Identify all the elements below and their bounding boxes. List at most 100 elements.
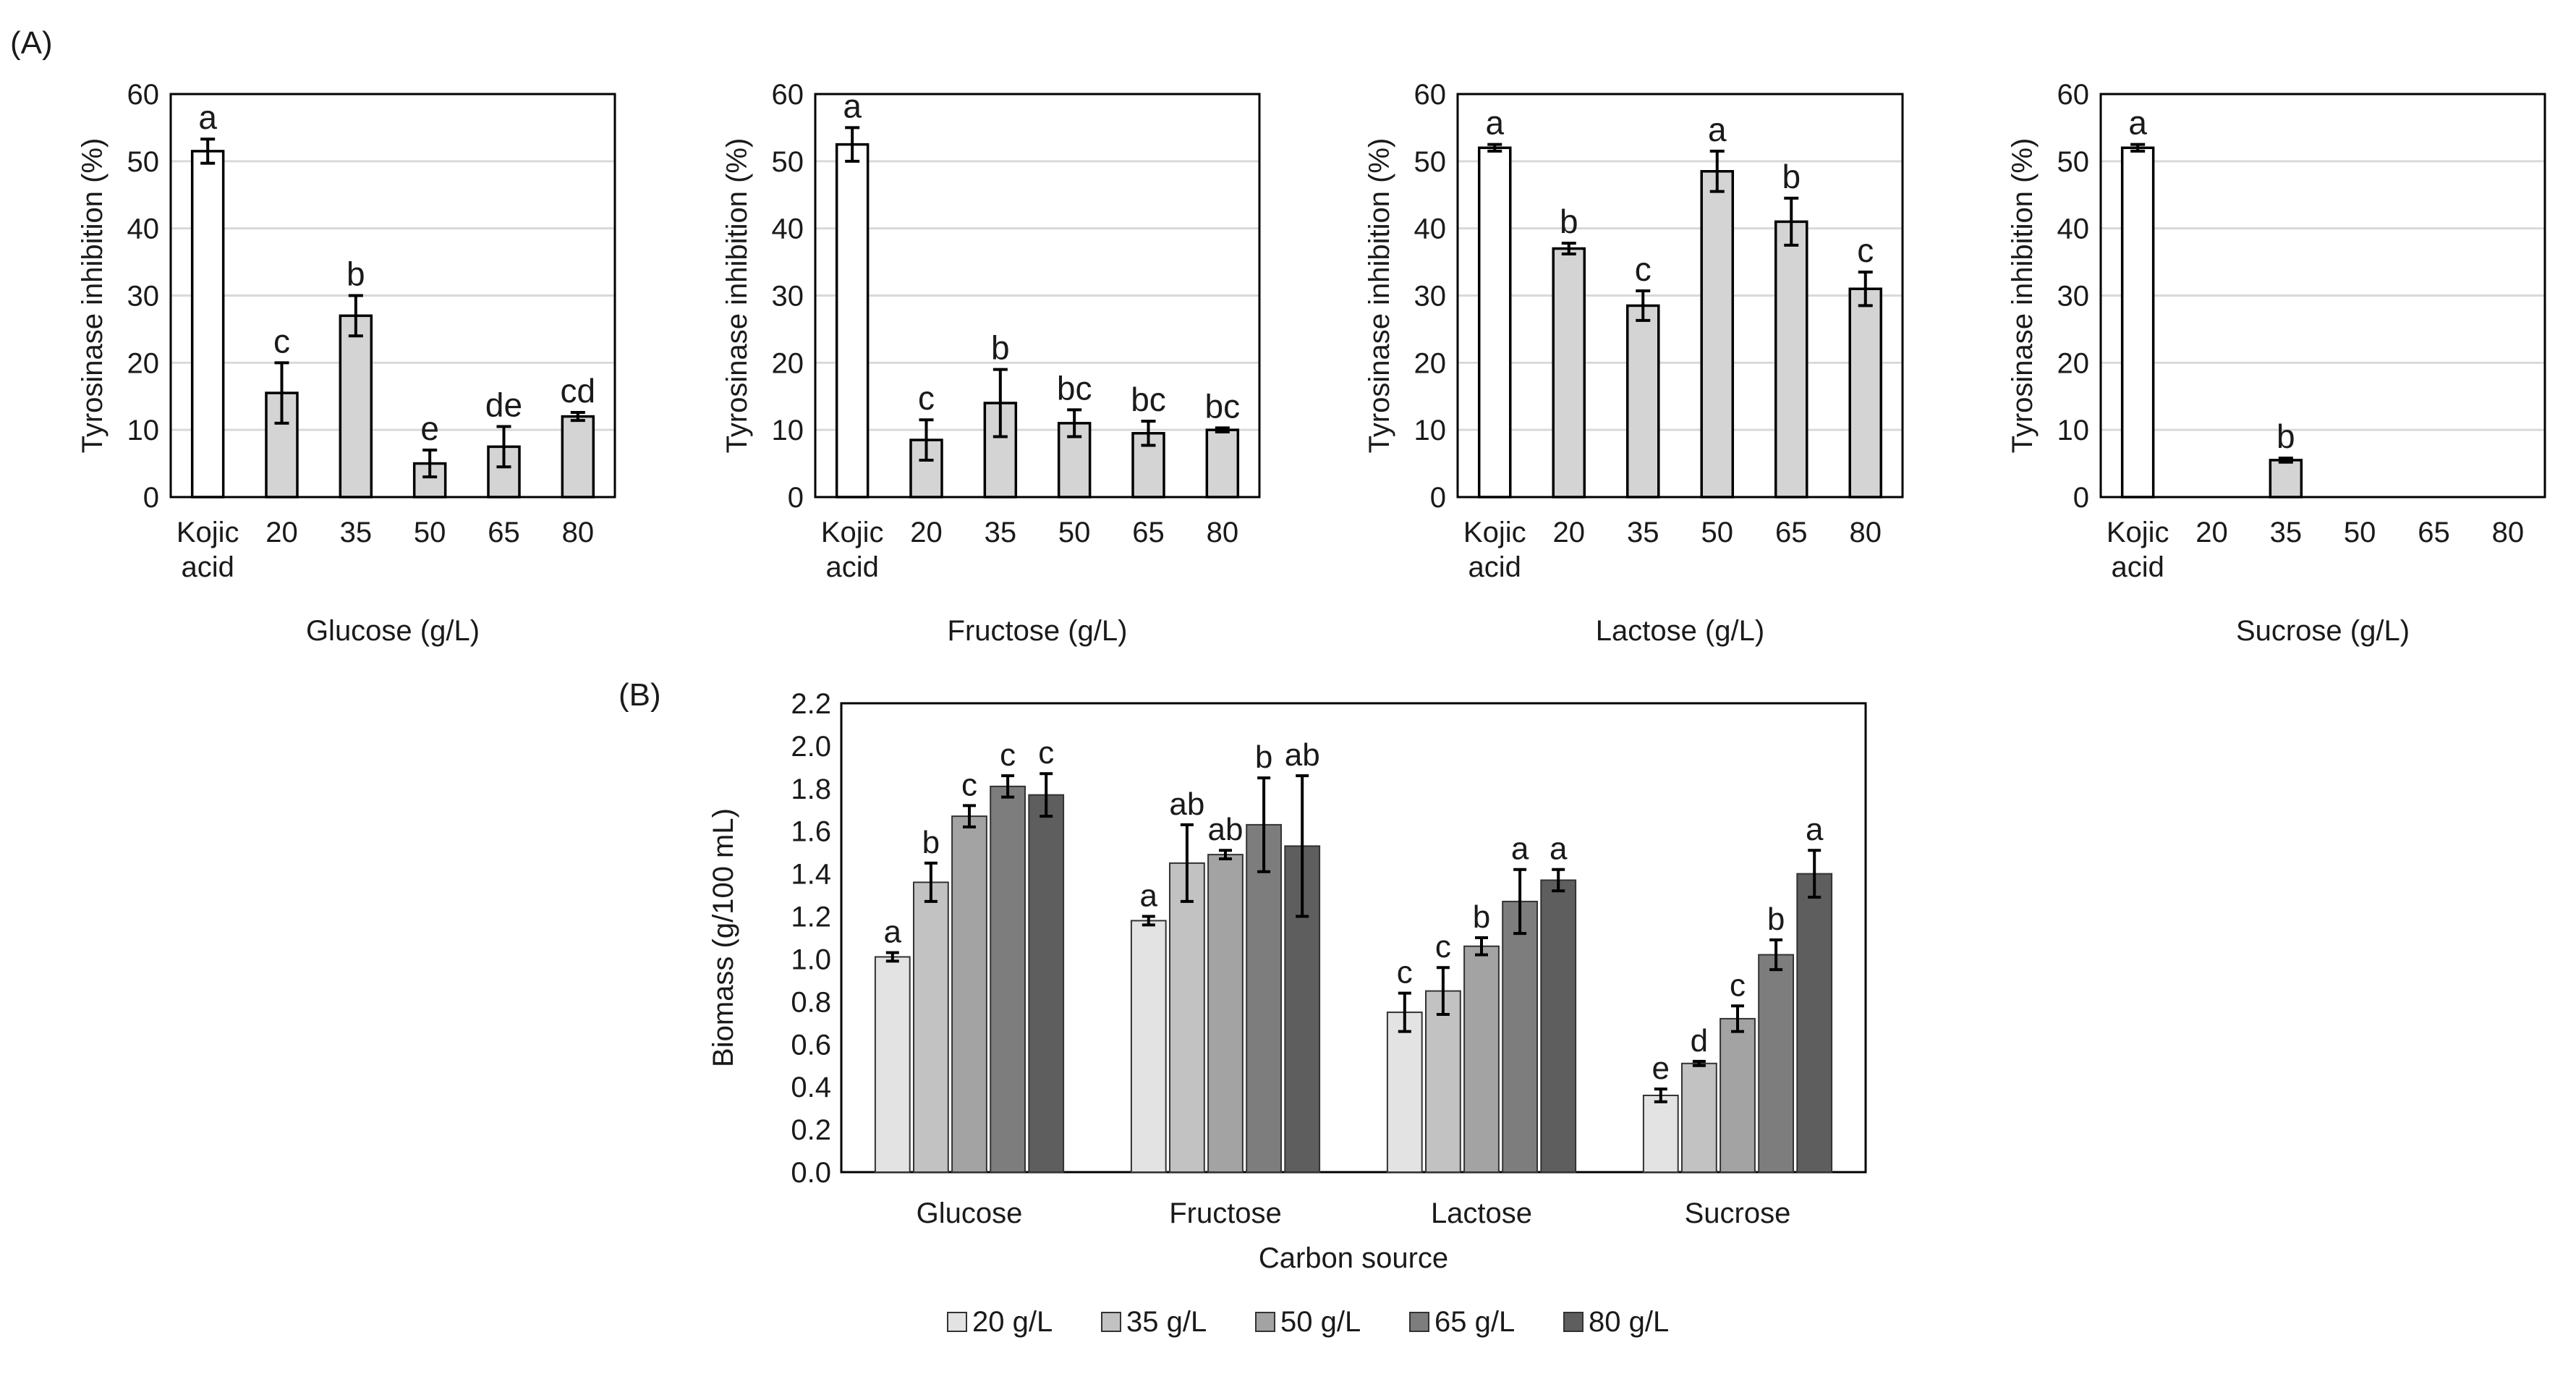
x-axis-label: Sucrose (g/L) <box>2236 615 2410 647</box>
significance-letter: b <box>1560 203 1578 240</box>
x-tick-label: 20 <box>1553 517 1586 548</box>
bar <box>874 956 911 1173</box>
significance-letter: c <box>273 322 290 360</box>
x-axis-label: Fructose (g/L) <box>948 615 1128 647</box>
x-tick-label: acid <box>181 551 234 583</box>
significance-letter: c <box>1435 929 1451 964</box>
panel-label-a: (A) <box>10 25 53 61</box>
bar <box>1425 990 1461 1173</box>
biomass-chart: 0.0 0.2 0.4 0.6 0.8 1.0 1.2 1.4 1.6 1.8 2.0 2.2 Biom… <box>707 688 1867 1338</box>
significance-letter: a <box>843 87 862 124</box>
y-tick-label: 50 <box>2057 146 2090 178</box>
significance-letter: a <box>1550 831 1568 867</box>
y-tick-label: 0 <box>2073 482 2089 514</box>
significance-letter: bc <box>1057 369 1092 407</box>
x-tick-label: 80 <box>1850 517 1882 548</box>
significance-letter: ab <box>1169 786 1204 822</box>
y-tick-label: 1.0 <box>791 943 831 975</box>
y-tick-label: 60 <box>2057 79 2090 111</box>
y-tick-label: 30 <box>772 281 804 313</box>
x-tick-label: Lactose <box>1431 1197 1532 1229</box>
significance-letter: c <box>1635 250 1652 288</box>
y-tick-label: 0.8 <box>791 986 831 1018</box>
x-tick-label: 50 <box>1701 517 1734 548</box>
significance-letter: ab <box>1208 812 1244 847</box>
significance-letter: b <box>991 329 1010 367</box>
x-tick-label: 65 <box>2418 517 2450 548</box>
bar <box>913 881 949 1174</box>
significance-letter: b <box>1473 899 1490 935</box>
legend-swatch <box>1563 1312 1584 1332</box>
bar <box>1477 146 1512 499</box>
legend-label: 50 g/L <box>1280 1306 1361 1338</box>
plot-frame <box>840 702 1867 1174</box>
bar <box>1502 900 1538 1173</box>
significance-letter: cd <box>561 372 596 410</box>
significance-letter: a <box>884 915 902 950</box>
significance-letter: c <box>1000 737 1016 773</box>
significance-letter: a <box>198 98 217 136</box>
bar <box>1796 873 1833 1173</box>
bar <box>339 314 373 499</box>
y-tick-label: 40 <box>127 213 160 245</box>
legend-swatch <box>1101 1312 1121 1332</box>
bar <box>1130 920 1167 1174</box>
bar <box>561 415 595 499</box>
y-axis-label: Biomass (g/100 mL) <box>707 808 739 1067</box>
significance-letter: bc <box>1131 381 1166 418</box>
bar <box>1848 287 1883 499</box>
significance-letter: de <box>485 386 522 424</box>
panel-label-b: (B) <box>619 677 661 713</box>
bar <box>1681 1062 1717 1174</box>
legend-label: 80 g/L <box>1589 1306 1669 1338</box>
significance-letter: a <box>1806 812 1824 847</box>
y-tick-label: 10 <box>2057 415 2090 446</box>
y-tick-label: 1.4 <box>791 859 831 891</box>
y-tick-label: 0.4 <box>791 1072 831 1103</box>
y-tick-label: 0 <box>143 482 159 514</box>
significance-letter: c <box>1857 232 1874 269</box>
y-tick-label: 40 <box>2057 213 2090 245</box>
bar <box>1758 954 1794 1173</box>
x-tick-label: 50 <box>414 517 446 548</box>
significance-letter: e <box>420 410 439 447</box>
x-tick-label: 35 <box>2270 517 2303 548</box>
y-tick-label: 50 <box>1414 146 1447 178</box>
x-tick-label: 80 <box>2492 517 2525 548</box>
y-tick-label: 60 <box>1414 79 1447 111</box>
y-tick-label: 0 <box>788 482 804 514</box>
charts-layer: 0 10 20 30 40 50 60 Tyrosinase inhibition (%) a K… <box>77 79 2546 1338</box>
y-tick-label: 20 <box>127 347 160 379</box>
y-tick-label: 1.2 <box>791 902 831 933</box>
y-tick-label: 20 <box>772 347 804 379</box>
x-tick-label: 35 <box>340 517 373 548</box>
bar <box>1386 1012 1423 1174</box>
plot-frame <box>814 93 1261 499</box>
legend-swatch <box>1255 1312 1275 1332</box>
bar <box>1642 1094 1679 1173</box>
y-tick-label: 40 <box>1414 213 1447 245</box>
y-tick-label: 0.0 <box>791 1157 831 1189</box>
bar <box>951 815 987 1174</box>
significance-letter: a <box>2128 104 2147 142</box>
significance-letter: b <box>347 255 365 293</box>
significance-letter: a <box>1511 831 1529 867</box>
y-tick-label: 60 <box>772 79 804 111</box>
bar <box>2120 146 2155 499</box>
significance-letter: c <box>918 379 935 417</box>
plot-frame <box>169 93 616 499</box>
legend-swatch <box>947 1312 967 1332</box>
x-tick-label: Kojic <box>177 517 239 548</box>
x-tick-label: 35 <box>1627 517 1659 548</box>
significance-letter: b <box>922 825 940 860</box>
legend-label: 65 g/L <box>1434 1306 1515 1338</box>
y-axis-label: Tyrosinase inhibition (%) <box>2007 138 2039 454</box>
y-tick-label: 50 <box>127 146 160 178</box>
x-axis-label: Lactose (g/L) <box>1596 615 1764 647</box>
x-axis-label: Carbon source <box>1259 1242 1448 1274</box>
y-tick-label: 1.6 <box>791 816 831 848</box>
x-tick-label: 65 <box>1775 517 1808 548</box>
x-tick-label: 65 <box>1132 517 1165 548</box>
x-tick-label: Kojic <box>821 517 884 548</box>
